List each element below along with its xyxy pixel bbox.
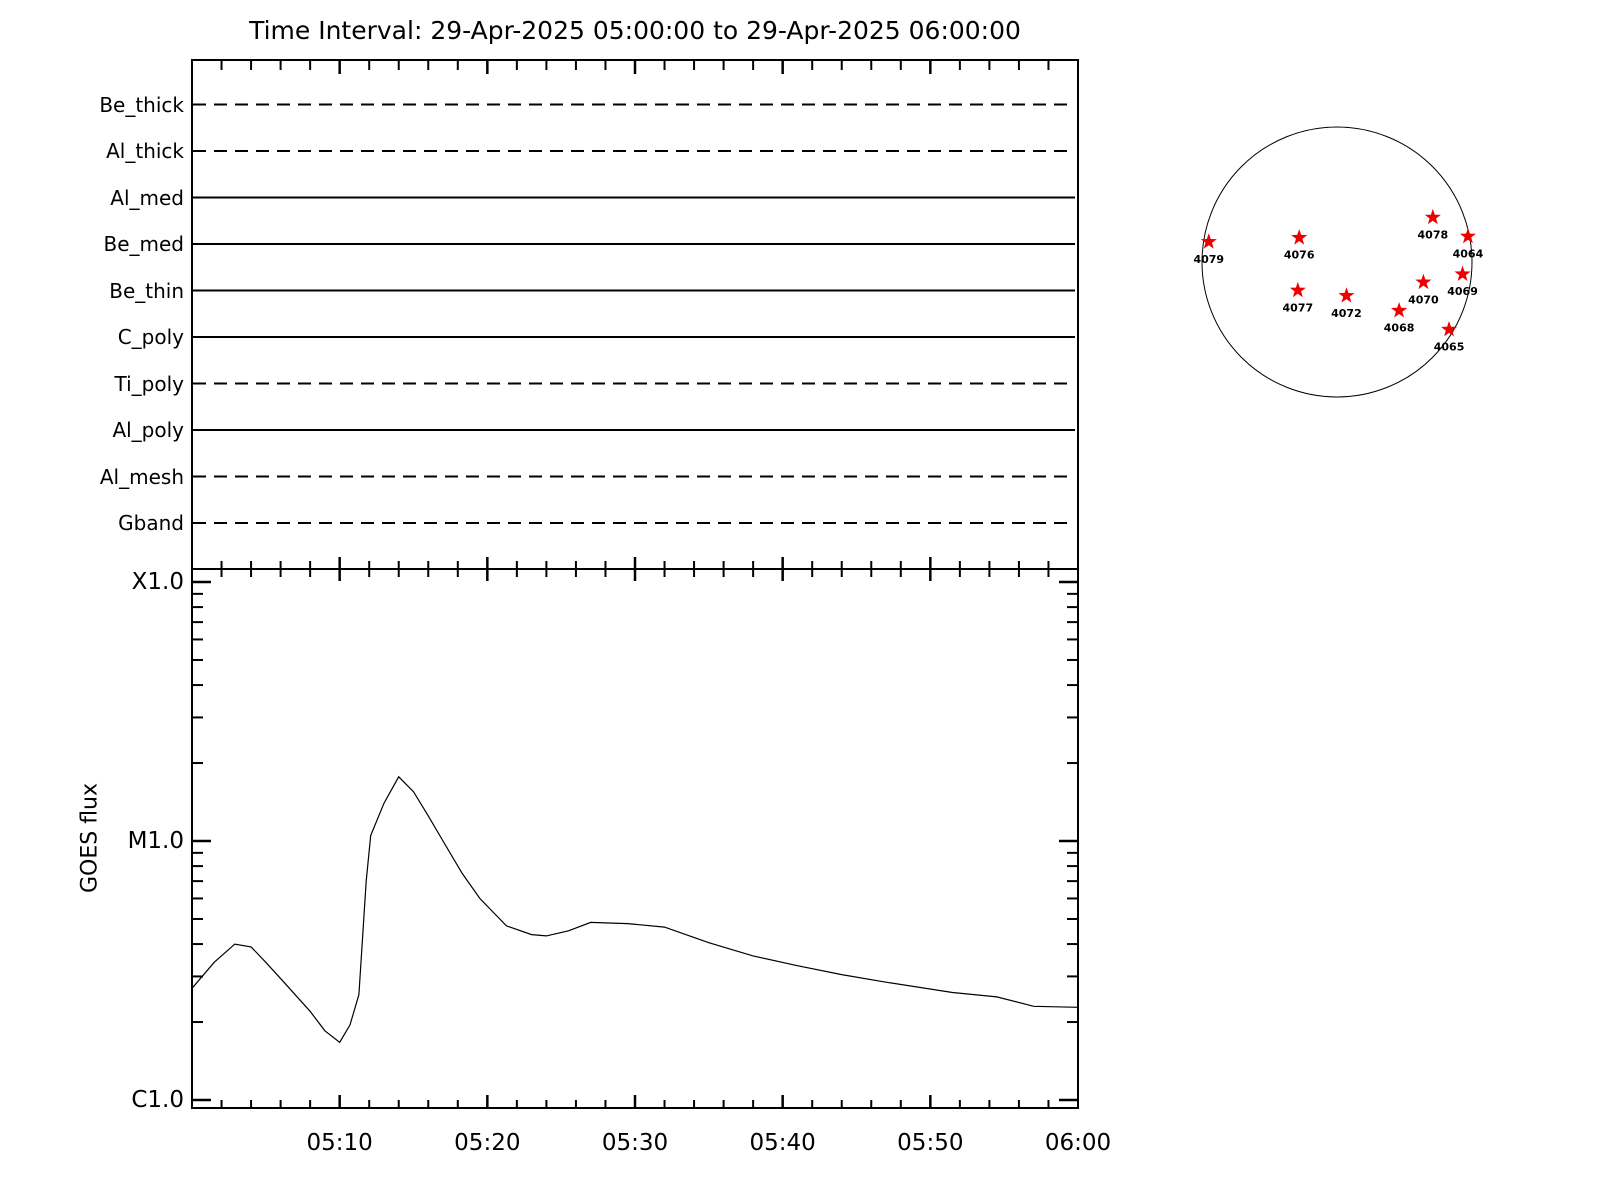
goes-flux-panel (191, 568, 1079, 1109)
solar-disk-map: 4079 4076 4078 4064 4077 4072 4070 4069 4068 4065 (1193, 126, 1484, 398)
filter-label-ti_poly: Ti_poly (114, 371, 184, 396)
active-region-label-4079: 4079 (1193, 253, 1224, 266)
time-label-0510: 05:10 (306, 1130, 373, 1156)
filter-label-be_thin: Be_thin (109, 278, 184, 303)
active-region-star-4077 (1289, 281, 1306, 298)
filter-label-gband: Gband (118, 511, 184, 535)
active-region-label-4077: 4077 (1283, 301, 1314, 314)
active-region-star-4076 (1291, 229, 1308, 245)
xrt-filter-panel (191, 59, 1079, 581)
goes-ytick-X1.0: X1.0 (131, 569, 184, 595)
time-label-0600: 06:00 (1044, 1130, 1112, 1156)
active-region-star-4072 (1338, 287, 1355, 303)
filter-label-be_med: Be_med (103, 232, 184, 256)
time-label-0530: 05:30 (601, 1130, 669, 1156)
active-region-label-4064: 4064 (1453, 247, 1484, 260)
active-region-star-4079 (1200, 233, 1217, 249)
active-region-label-4070: 4070 (1408, 293, 1439, 306)
filter-label-al_mesh: Al_mesh (99, 464, 184, 489)
active-region-label-4065: 4065 (1434, 341, 1465, 354)
solar-limb-circle (1201, 126, 1473, 398)
active-region-label-4069: 4069 (1447, 285, 1478, 298)
active-region-label-4078: 4078 (1418, 228, 1449, 241)
time-label-0540: 05:40 (749, 1130, 816, 1156)
active-region-star-4068 (1391, 302, 1408, 318)
active-region-star-4070 (1415, 273, 1432, 290)
active-region-star-4064 (1459, 227, 1476, 244)
active-region-star-4069 (1454, 265, 1471, 281)
active-region-star-4078 (1424, 208, 1441, 225)
goes-ytick-M1.0: M1.0 (127, 828, 184, 854)
filter-label-al_med: Al_med (110, 185, 184, 210)
goes-ytick-C1.0: C1.0 (131, 1087, 184, 1113)
filter-label-c_poly: C_poly (117, 325, 184, 349)
filter-label-al_thick: Al_thick (106, 139, 184, 163)
time-label-0550: 05:50 (897, 1130, 964, 1156)
active-region-label-4076: 4076 (1284, 249, 1315, 262)
active-region-label-4068: 4068 (1384, 322, 1415, 335)
active-region-label-4072: 4072 (1331, 307, 1362, 320)
filter-label-be_thick: Be_thick (99, 92, 184, 117)
filter-label-al_poly: Al_poly (112, 418, 184, 442)
goes-y-axis-title: GOES flux (77, 782, 103, 894)
active-region-star-4065 (1441, 321, 1458, 337)
time-label-0520: 05:20 (454, 1130, 521, 1156)
goes-flux-curve (191, 775, 1079, 1044)
plot-title: Time Interval: 29-Apr-2025 05:00:00 to 2… (249, 16, 1021, 45)
